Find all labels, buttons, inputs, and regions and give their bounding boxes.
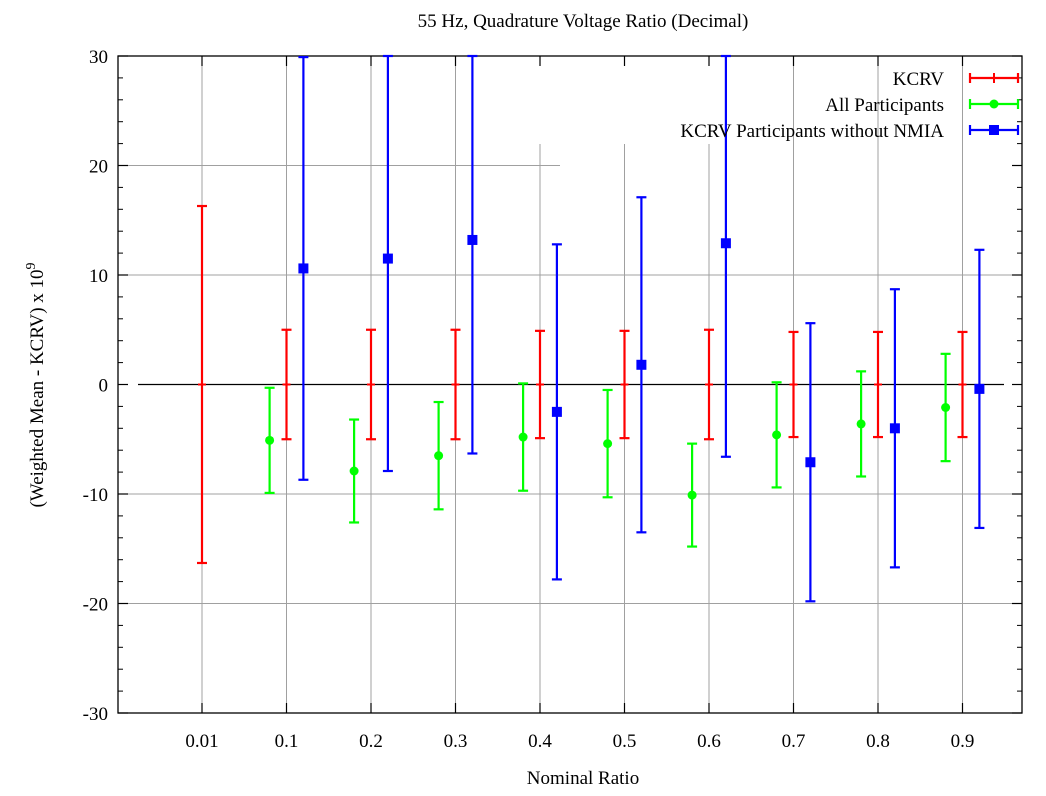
series-kcrv — [197, 204, 968, 565]
y-tick-label: -20 — [83, 595, 108, 616]
x-tick-label: 0.5 — [613, 731, 637, 752]
data-point — [772, 430, 782, 440]
data-point — [636, 359, 647, 370]
data-point — [265, 435, 275, 445]
data-point — [720, 238, 731, 249]
y-tick-label: 0 — [99, 376, 109, 397]
y-tick-label: 20 — [89, 157, 108, 178]
x-tick-label: 0.9 — [951, 731, 975, 752]
legend-entry: KCRV Participants without NMIA — [680, 121, 1020, 142]
x-tick-label: 0.6 — [697, 731, 721, 752]
x-tick-label: 0.1 — [275, 731, 299, 752]
series-layer — [197, 54, 985, 603]
data-point — [518, 432, 528, 442]
legend-marker — [989, 99, 999, 109]
y-tick-label: -30 — [83, 704, 108, 725]
data-point — [349, 466, 359, 476]
x-tick-label: 0.7 — [782, 731, 806, 752]
data-point — [941, 402, 951, 412]
series-kcrv-participants-without-nmia — [298, 54, 985, 603]
series-all-participants — [264, 352, 951, 548]
data-point — [298, 263, 309, 274]
x-tick-label: 0.3 — [444, 731, 468, 752]
legend: KCRV All Participants KCRV Participants wi… — [680, 69, 1020, 142]
x-tick-label: 0.4 — [528, 731, 552, 752]
data-point — [467, 234, 478, 245]
legend-label: KCRV Participants without NMIA — [680, 121, 944, 142]
y-axis-label-main: (Weighted Mean - KCRV) x 10 — [27, 269, 48, 507]
x-tick-label: 0.8 — [866, 731, 890, 752]
data-point — [551, 406, 562, 417]
data-point — [382, 253, 393, 264]
legend-entry: KCRV — [893, 69, 1020, 90]
axis-ticks: -30 -20 -10 0 10 20 30 0.01 0.1 0.2 0.3 0.4 0.5 0.6 0.… — [83, 47, 1022, 752]
data-point — [603, 439, 613, 449]
y-axis-label: (Weighted Mean - KCRV) x 109 — [24, 262, 48, 507]
y-axis-label-exponent: 9 — [24, 262, 39, 269]
data-point — [434, 451, 444, 461]
data-point — [856, 419, 866, 429]
chart-title: 55 Hz, Quadrature Voltage Ratio (Decimal… — [418, 11, 749, 32]
legend-label: KCRV — [893, 69, 945, 90]
y-tick-label: -10 — [83, 485, 108, 506]
legend-marker — [989, 125, 999, 135]
y-tick-label: 10 — [89, 266, 108, 287]
data-point — [974, 383, 985, 394]
legend-label: All Participants — [825, 95, 944, 116]
data-point — [687, 490, 697, 500]
y-tick-label: 30 — [89, 47, 108, 68]
data-point — [889, 423, 900, 434]
legend-entry: All Participants — [825, 95, 1020, 116]
x-axis-label: Nominal Ratio — [527, 768, 639, 789]
x-tick-label: 0.01 — [185, 731, 218, 752]
data-point — [805, 457, 816, 468]
x-tick-label: 0.2 — [359, 731, 383, 752]
